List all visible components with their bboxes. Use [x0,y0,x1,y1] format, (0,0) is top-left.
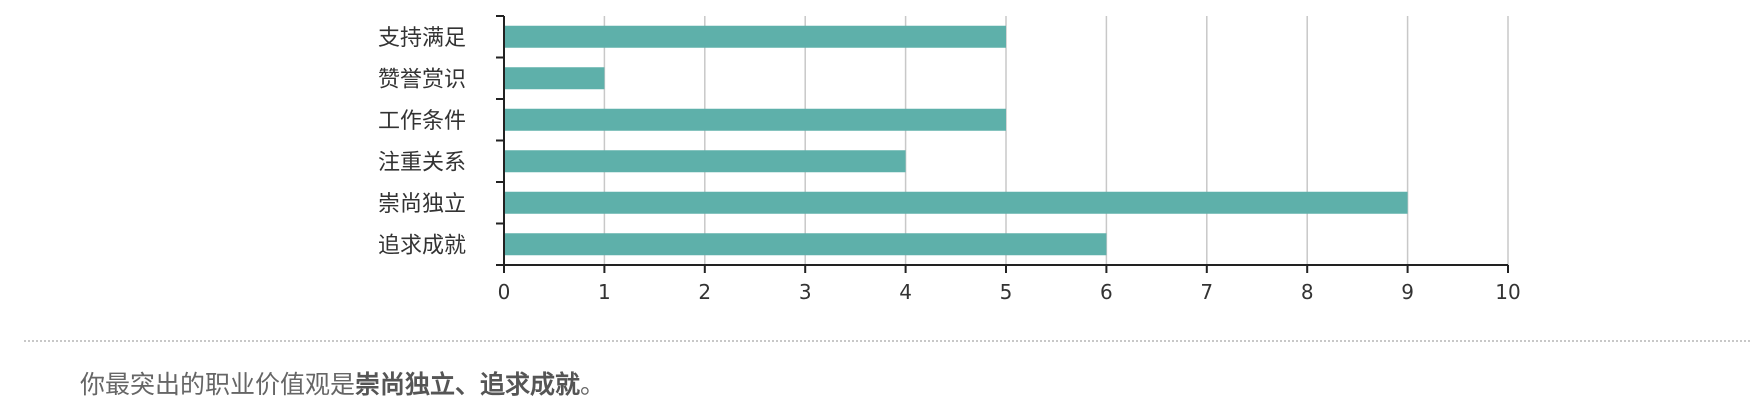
summary-suffix: 。 [580,370,606,399]
bar-1 [504,25,1006,48]
x-tick-label: 8 [1301,280,1314,304]
x-tick-label: 5 [1000,280,1013,304]
summary-highlight: 崇尚独立、追求成就 [355,370,581,399]
bar-4 [504,150,906,173]
bar-2 [504,67,605,90]
category-label: 崇尚独立 [378,192,466,217]
result-summary: 你最突出的职业价值观是崇尚独立、追求成就。 [80,368,605,402]
x-tick-label: 2 [698,280,711,304]
bar-5 [504,191,1408,214]
category-label: 支持满足 [378,26,466,51]
x-tick-label: 6 [1100,280,1113,304]
summary-prefix: 你最突出的职业价值观是 [80,370,356,399]
section-divider [24,340,1750,342]
category-label: 工作条件 [378,109,466,134]
category-label: 追求成就 [378,233,466,258]
category-label: 注重关系 [378,150,466,175]
x-tick-label: 7 [1200,280,1213,304]
x-tick-label: 4 [899,280,912,304]
x-tick-label: 3 [799,280,812,304]
bar-6 [504,233,1107,256]
x-tick-label: 10 [1495,280,1520,304]
category-label: 赞誉赏识 [378,67,466,92]
x-tick-label: 0 [498,280,511,304]
x-tick-label: 1 [598,280,611,304]
bar-3 [504,108,1006,131]
x-tick-label: 9 [1401,280,1414,304]
